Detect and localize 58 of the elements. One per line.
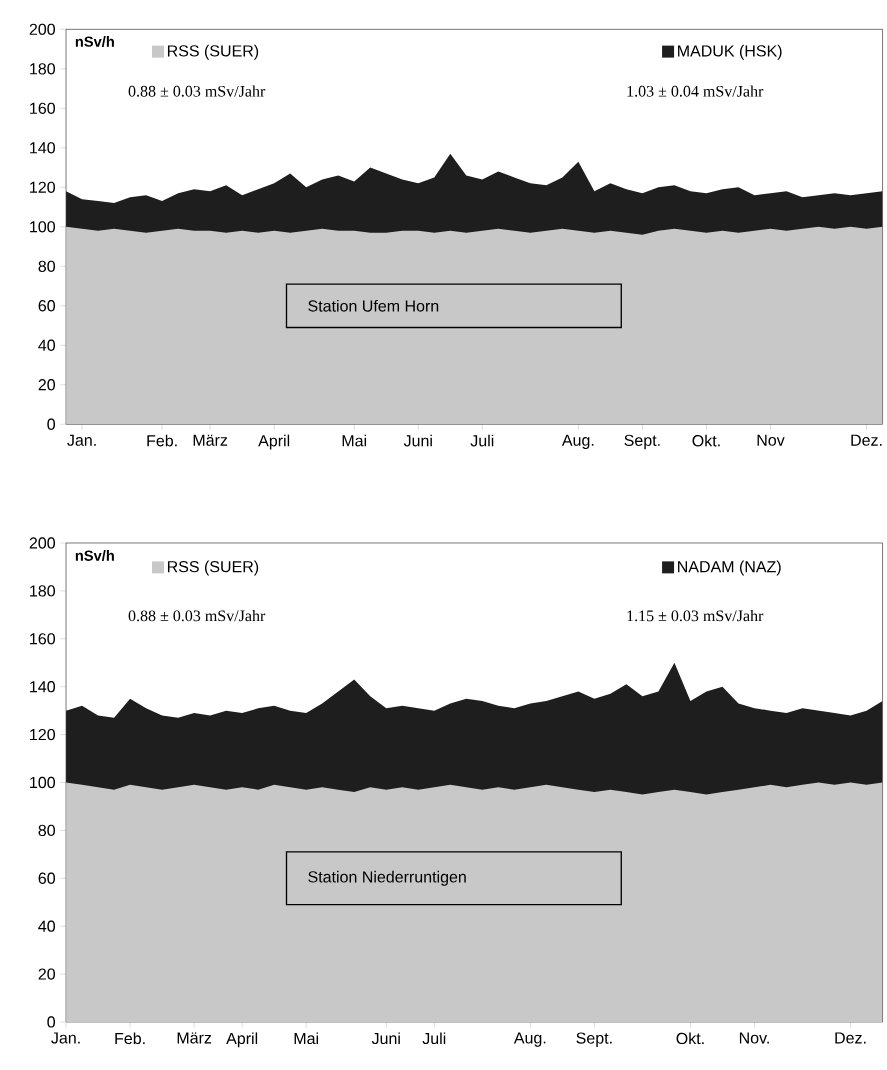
x-tick-label: Juni — [371, 1032, 400, 1045]
text: Station Niederruntigen — [308, 870, 466, 886]
x-tick-label: Mai — [342, 434, 366, 447]
y-tick-label: 60 — [38, 300, 55, 312]
y-tick-label: 80 — [38, 824, 55, 837]
legend-label: MADUK (HSK) — [677, 44, 782, 60]
y-tick-label: 120 — [29, 181, 55, 193]
x-tick-label: Feb. — [115, 1032, 145, 1045]
y-tick-label: 200 — [29, 23, 55, 35]
y-tick-label: 40 — [37, 339, 55, 351]
y-axis-title: nSv/h — [75, 36, 114, 47]
y-tick-label: 40 — [37, 920, 55, 932]
y-tick-label: 160 — [29, 633, 55, 645]
x-tick-label: Nov — [757, 434, 785, 446]
y-tick-label: 20 — [38, 968, 55, 980]
y-tick-label: 180 — [29, 63, 55, 75]
x-tick-label: April — [257, 434, 289, 450]
x-tick-label: Juni — [403, 434, 432, 447]
x-tick-label: Dez. — [835, 1032, 866, 1044]
annotation: 0.88 ± 0.03 mSv/Jahr — [128, 85, 265, 97]
x-tick-label: März — [177, 1032, 211, 1044]
y-tick-label: 0 — [47, 1016, 55, 1028]
annotation: 1.15 ± 0.03 mSv/Jahr — [627, 609, 764, 622]
y-tick-label: 140 — [29, 681, 55, 693]
x-tick-label: Dez. — [851, 434, 882, 446]
y-tick-label: 140 — [29, 142, 55, 154]
annotation: 1.03 ± 0.04 mSv/Jahr — [627, 85, 764, 97]
x-tick-label: Sept. — [576, 1032, 612, 1047]
annotation: 0.88 ± 0.03 mSv/Jahr — [128, 609, 265, 622]
x-tick-label: Okt. — [676, 1032, 704, 1045]
x-tick-label: März — [193, 434, 227, 446]
y-tick-label: 100 — [29, 776, 55, 789]
y-tick-label: 200 — [29, 537, 55, 549]
x-tick-label: Juli — [422, 1032, 445, 1045]
y-tick-label: 80 — [38, 260, 55, 272]
x-tick-label: Jan. — [66, 434, 96, 446]
x-tick-label: Aug. — [561, 434, 594, 449]
x-tick-label: Sept. — [624, 434, 660, 450]
x-tick-label: April — [225, 1032, 257, 1048]
legend-label: RSS (SUER) — [167, 44, 258, 60]
x-tick-label: Okt. — [692, 434, 720, 447]
y-tick-label: 20 — [38, 379, 55, 391]
x-tick-label: Juli — [470, 434, 493, 447]
x-tick-label: Mai — [294, 1032, 318, 1045]
y-tick-label: 120 — [29, 728, 55, 741]
text: Station Ufem Horn — [308, 299, 438, 312]
x-tick-label: Feb. — [147, 434, 177, 447]
y-tick-label: 100 — [29, 221, 55, 233]
legend-label: RSS (SUER) — [167, 560, 258, 576]
y-axis-title: nSv/h — [75, 550, 114, 562]
x-tick-label: Aug. — [513, 1032, 546, 1047]
y-tick-label: 0 — [47, 418, 55, 430]
legend-label: NADAM (NAZ) — [677, 560, 781, 576]
y-tick-label: 160 — [29, 102, 55, 114]
y-tick-label: 60 — [38, 872, 55, 884]
x-tick-label: Nov. — [739, 1032, 769, 1044]
y-tick-label: 180 — [29, 585, 55, 597]
x-tick-label: Jan. — [50, 1032, 80, 1044]
